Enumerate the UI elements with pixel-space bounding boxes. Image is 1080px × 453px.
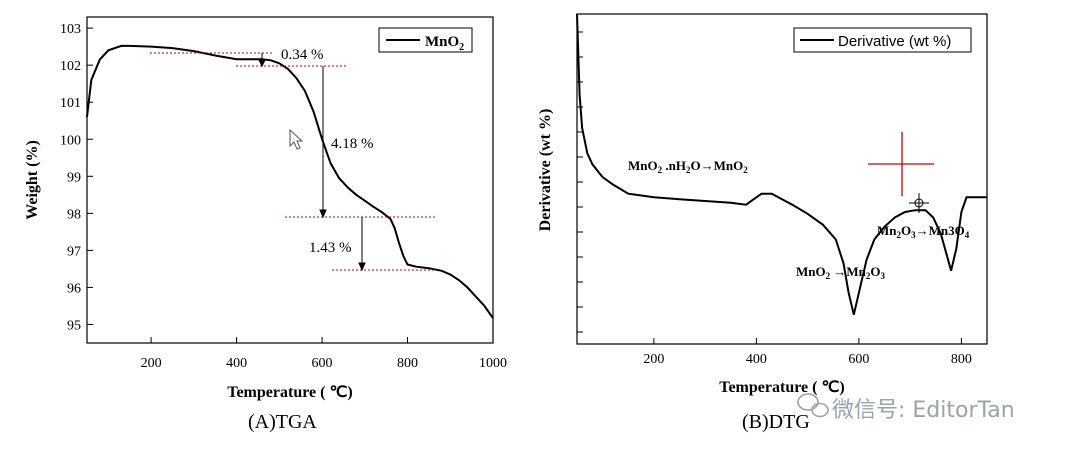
tga-x-axis-label: Temperature ( ℃) [227, 384, 353, 401]
tga-chart: 200 400 600 800 1000 9596979899100101102103 … [24, 16, 507, 401]
dtg-x-tick-label: 200 [643, 352, 664, 367]
tga-annot-2: 4.18 % [331, 136, 374, 152]
tga-y-tick-label: 103 [60, 22, 81, 37]
tga-y-tick-label: 98 [67, 207, 81, 222]
dtg-x-tick-label: 600 [848, 352, 869, 367]
dtg-crosshair [868, 132, 934, 196]
tga-arrowhead-3 [358, 262, 366, 272]
tga-arrows [258, 53, 366, 272]
mouse-cursor-icon [289, 128, 304, 150]
dtg-x-tick-label: 800 [951, 352, 972, 367]
caption-b: (B)DTG [742, 411, 810, 433]
dtg-x-tick-label: 400 [746, 352, 767, 367]
tga-y-tick-label: 102 [60, 59, 81, 74]
tga-x-tick-label: 800 [397, 356, 418, 371]
dtg-y-axis-label: Derivative (wt %) [537, 109, 554, 232]
tga-x-tick-label: 400 [226, 356, 247, 371]
wechat-bubble-2 [811, 402, 829, 418]
tga-y-tick-label: 96 [67, 281, 81, 296]
dtg-annot-3: Mn2O3→Mn3O4 [877, 223, 970, 240]
tga-y-tick-label: 101 [60, 96, 81, 111]
dtg-y-ticks [577, 31, 583, 333]
dtg-annot-2: MnO2 →Mn2O3 [796, 264, 886, 281]
tga-x-tick-label: 600 [312, 356, 333, 371]
tga-x-ticks: 200 400 600 800 1000 [141, 337, 507, 371]
tga-y-tick-label: 99 [67, 170, 81, 185]
tga-series-line [86, 44, 494, 319]
tga-legend-text: MnO [425, 34, 459, 50]
dtg-plot-frame [576, 13, 988, 345]
dtg-series-line [576, 13, 987, 315]
dtg-chart: 200 400 600 800 MnO2 .nH2O→MnO2 MnO2 →Mn2O3… [537, 13, 988, 396]
crosshair-target-icon [909, 193, 929, 213]
dtg-legend: Derivative (wt %) [793, 27, 972, 53]
tga-x-tick-label: 1000 [479, 356, 507, 371]
tga-plot-frame [86, 16, 494, 344]
dtg-x-axis-label: Temperature ( ℃) [719, 379, 845, 396]
wechat-bubble-1 [797, 393, 819, 411]
wechat-icon [797, 393, 829, 418]
tga-annot-3: 1.43 % [309, 240, 352, 256]
tga-arrowhead-1 [258, 59, 266, 68]
tga-legend: MnO2 [378, 27, 473, 53]
dtg-legend-label: Derivative (wt %) [838, 33, 951, 50]
caption-a: (A)TGA [248, 411, 317, 433]
dtg-annot-1: MnO2 .nH2O→MnO2 [628, 158, 748, 175]
tga-y-tick-label: 100 [60, 133, 81, 148]
tga-y-axis-label: Weight (%) [24, 140, 41, 220]
tga-x-tick-label: 200 [141, 356, 162, 371]
watermark-text: 微信号: EditorTan [832, 398, 1015, 423]
dtg-x-ticks: 200 400 600 800 [643, 338, 972, 367]
tga-y-ticks: 95 96 97 98 99 100 101 102 103 [60, 22, 93, 333]
tga-guide-lines [150, 52, 436, 271]
tga-y-tick-label: 95 [67, 318, 81, 333]
tga-legend-subscript: 2 [459, 42, 464, 53]
tga-arrowhead-2 [319, 209, 327, 219]
tga-y-tick-label: 97 [67, 244, 81, 259]
tga-annot-1: 0.34 % [281, 47, 324, 63]
tga-legend-label: MnO2 [425, 34, 464, 53]
